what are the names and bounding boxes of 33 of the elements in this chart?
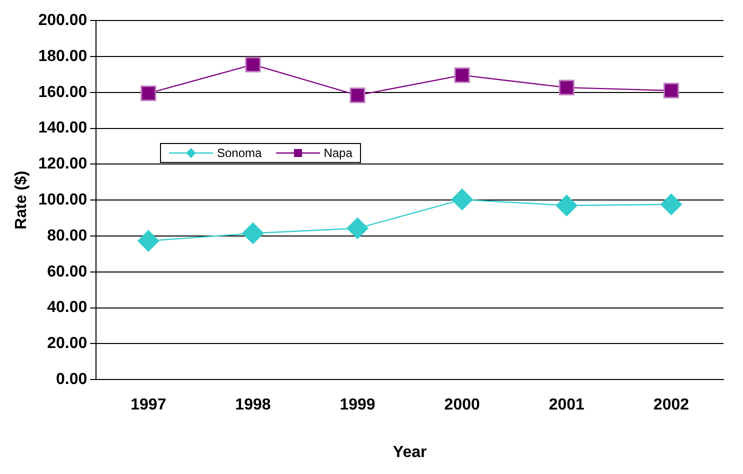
point (558, 80, 574, 96)
point (350, 87, 366, 104)
y-tick-label: 120.00 (38, 156, 88, 173)
point (245, 56, 261, 72)
x-axis-title: Year (392, 444, 427, 461)
y-tick-label: 40.00 (47, 299, 88, 316)
y-axis-title: Rate ($) (13, 170, 30, 230)
point (454, 67, 470, 83)
point (663, 82, 680, 98)
legend-label: Napa (324, 146, 352, 160)
y-tick-label: 60.00 (47, 263, 88, 280)
y-tick-label: 0.00 (56, 371, 88, 388)
point (346, 217, 369, 240)
x-tick-label: 2000 (444, 396, 480, 414)
x-tick-label: 2002 (653, 396, 690, 414)
point (451, 188, 474, 211)
point (137, 230, 160, 252)
x-tick-label: 1997 (130, 396, 166, 414)
y-tick-label: 160.00 (38, 84, 88, 101)
x-tick-label: 2001 (548, 396, 585, 414)
point (660, 193, 682, 216)
point (242, 222, 264, 244)
point (556, 194, 578, 216)
y-tick-label: 20.00 (47, 335, 88, 352)
x-tick-label: 1999 (340, 396, 376, 414)
y-tick-label: 180.00 (38, 48, 88, 65)
x-tick-label: 1998 (235, 396, 271, 414)
point (140, 85, 156, 102)
y-tick-label: 80.00 (47, 227, 88, 244)
y-tick-label: 100.00 (38, 192, 88, 209)
legend-label: Sonoma (217, 146, 262, 160)
y-tick-label: 200.00 (38, 12, 88, 30)
y-tick-label: 140.00 (38, 120, 88, 137)
